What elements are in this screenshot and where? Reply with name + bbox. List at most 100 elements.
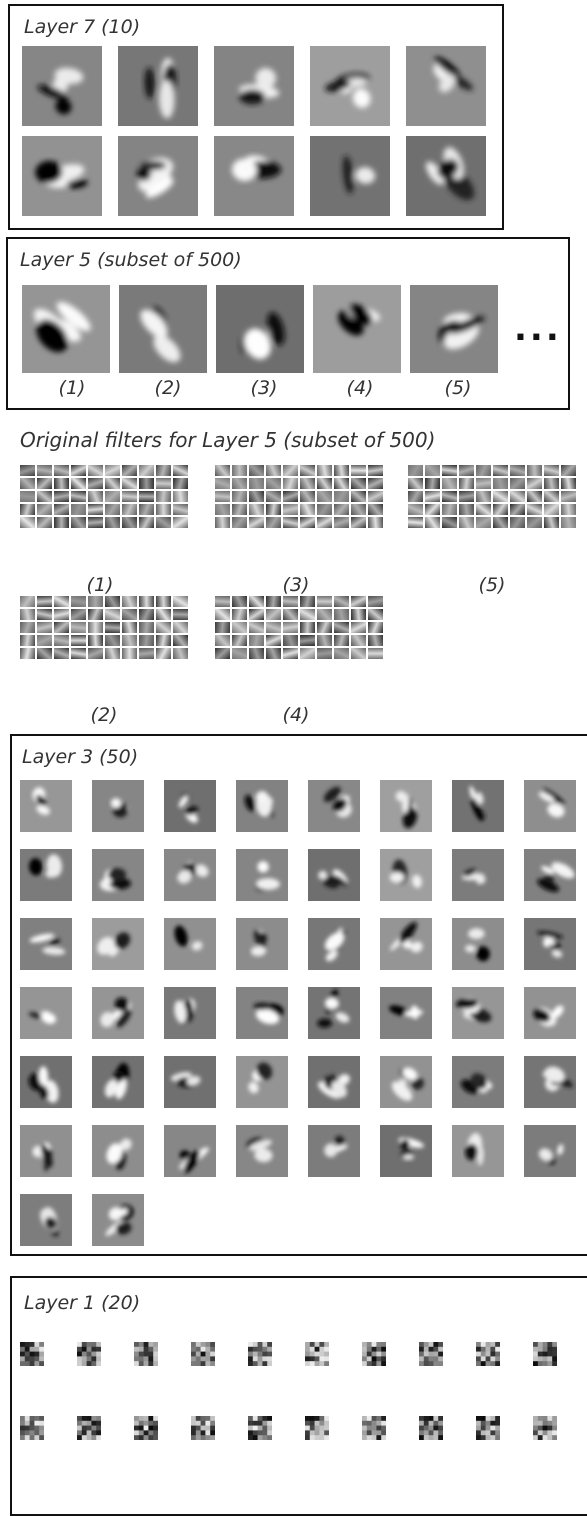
- layer3-filter: [236, 1125, 288, 1177]
- layer3-filter: [524, 987, 576, 1039]
- layer3-filter: [20, 1194, 72, 1246]
- ellipsis: ...: [514, 309, 562, 349]
- layer3-filter: [308, 780, 360, 832]
- layer1-filter: [77, 1342, 101, 1366]
- layer3-filter: [308, 1125, 360, 1177]
- layer5-filter: [22, 285, 110, 373]
- layer3-filter: [380, 987, 432, 1039]
- layer5-panel: Layer 5 (subset of 500) ... (1) (2) (3) …: [6, 237, 570, 410]
- layer1-filter: [191, 1342, 215, 1366]
- layer3-filter: [452, 918, 504, 970]
- layer3-filter: [20, 1056, 72, 1108]
- original-filter-mosaic: [215, 465, 383, 528]
- original-filter-mosaic: [215, 596, 383, 659]
- layer3-filter: [236, 849, 288, 901]
- layer7-filter: [214, 136, 294, 216]
- layer3-filter: [92, 1194, 144, 1246]
- layer7-filter: [310, 46, 390, 126]
- original-caption-1: (1): [86, 574, 114, 596]
- layer1-filter: [362, 1342, 386, 1366]
- layer3-filter: [524, 1056, 576, 1108]
- layer3-filter: [308, 987, 360, 1039]
- layer3-filter: [380, 849, 432, 901]
- original-filter-mosaic: [20, 596, 188, 659]
- original-filter-mosaic: [20, 465, 188, 528]
- layer3-filter: [164, 1056, 216, 1108]
- layer1-filter: [134, 1416, 158, 1440]
- layer3-filter: [380, 918, 432, 970]
- layer3-filter: [452, 1125, 504, 1177]
- layer3-filter: [20, 849, 72, 901]
- layer3-filter: [452, 987, 504, 1039]
- original-caption-5: (5): [478, 574, 506, 596]
- layer7-filter: [406, 136, 486, 216]
- layer3-filter: [236, 918, 288, 970]
- layer3-filter: [524, 849, 576, 901]
- layer3-filter: [524, 918, 576, 970]
- layer3-filter: [524, 1125, 576, 1177]
- layer3-filter: [308, 918, 360, 970]
- layer5-filter: [119, 285, 207, 373]
- layer5-filter: [410, 285, 498, 373]
- layer3-filter: [164, 849, 216, 901]
- layer3-filter: [20, 780, 72, 832]
- layer7-panel: Layer 7 (10): [8, 4, 504, 230]
- layer3-filter: [164, 780, 216, 832]
- original-caption-3: (3): [282, 574, 310, 596]
- layer3-filter: [308, 849, 360, 901]
- layer1-filter: [248, 1416, 272, 1440]
- layer1-filter: [20, 1342, 44, 1366]
- layer3-filter: [452, 780, 504, 832]
- layer7-filter: [406, 46, 486, 126]
- layer1-filter: [305, 1416, 329, 1440]
- layer1-panel: Layer 1 (20): [10, 1276, 587, 1516]
- layer1-filter: [134, 1342, 158, 1366]
- layer3-filter: [308, 1056, 360, 1108]
- layer1-filter: [191, 1416, 215, 1440]
- layer1-title: Layer 1 (20): [24, 1292, 141, 1314]
- layer7-filter: [118, 136, 198, 216]
- original-filter-mosaic: [408, 465, 576, 528]
- layer7-filter: [22, 46, 102, 126]
- layer3-filter: [452, 849, 504, 901]
- layer3-filter: [92, 1125, 144, 1177]
- layer1-filter: [419, 1416, 443, 1440]
- layer3-filter: [164, 918, 216, 970]
- layer3-filter: [524, 780, 576, 832]
- layer1-filter: [20, 1416, 44, 1440]
- layer3-filter: [380, 1056, 432, 1108]
- layer5-caption-3: (3): [250, 377, 278, 399]
- layer5-title: Layer 5 (subset of 500): [20, 249, 242, 271]
- layer5-caption-2: (2): [154, 377, 182, 399]
- layer1-filter: [248, 1342, 272, 1366]
- original-caption-4: (4): [282, 704, 310, 726]
- layer3-filter: [92, 1056, 144, 1108]
- layer3-filter: [236, 780, 288, 832]
- layer3-panel: Layer 3 (50): [10, 734, 587, 1256]
- layer3-filter: [164, 987, 216, 1039]
- layer1-filter: [77, 1416, 101, 1440]
- layer5-caption-4: (4): [346, 377, 374, 399]
- layer1-filter: [419, 1342, 443, 1366]
- layer1-filter: [476, 1342, 500, 1366]
- layer1-filter: [533, 1342, 557, 1366]
- layer1-filter: [533, 1416, 557, 1440]
- layer7-title: Layer 7 (10): [24, 16, 141, 38]
- layer3-filter: [164, 1125, 216, 1177]
- layer3-filter: [236, 987, 288, 1039]
- layer3-filter: [380, 1125, 432, 1177]
- layer3-title: Layer 3 (50): [22, 746, 139, 768]
- layer1-filter: [305, 1342, 329, 1366]
- layer3-filter: [236, 1056, 288, 1108]
- layer5-caption-1: (1): [58, 377, 86, 399]
- layer3-filter: [92, 918, 144, 970]
- original-caption-2: (2): [90, 704, 118, 726]
- layer3-filter: [380, 780, 432, 832]
- layer1-filter: [476, 1416, 500, 1440]
- layer3-filter: [452, 1056, 504, 1108]
- layer7-filter: [310, 136, 390, 216]
- layer5-caption-5: (5): [444, 377, 472, 399]
- layer3-filter: [20, 918, 72, 970]
- layer3-filter: [92, 780, 144, 832]
- layer3-filter: [20, 987, 72, 1039]
